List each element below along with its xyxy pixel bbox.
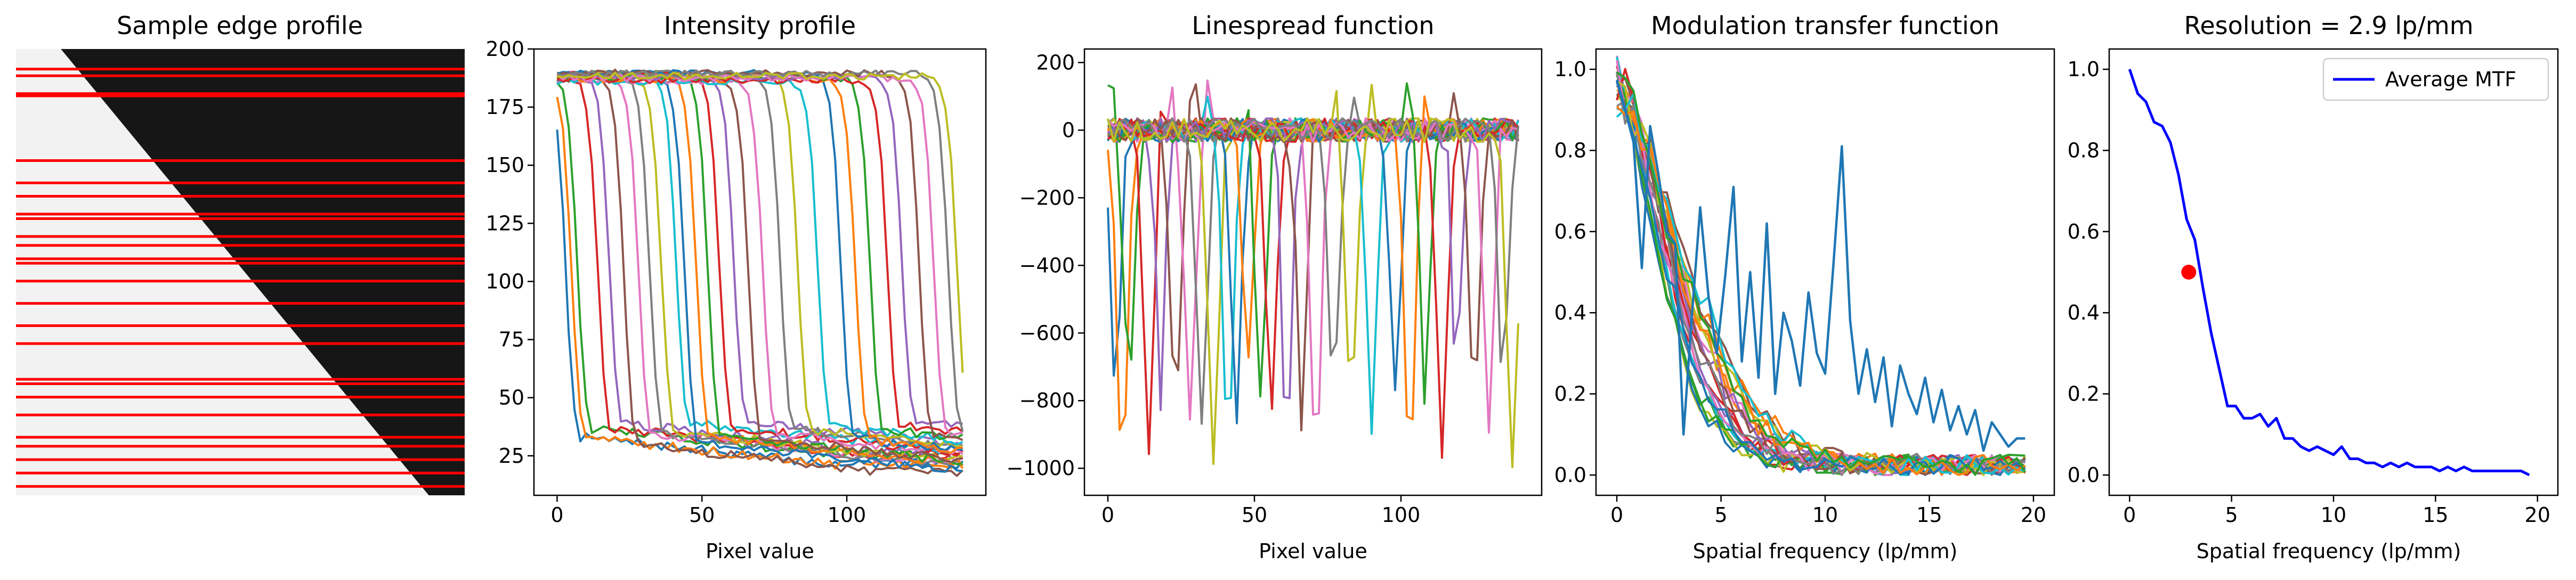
mtf-x-tick-label: 5 xyxy=(1714,503,1727,527)
intensity-x-tick-label: 50 xyxy=(689,503,715,527)
linespread-series-line xyxy=(1107,117,1519,468)
intensity-series-line xyxy=(557,71,964,373)
linespread-y-tick-label: 0 xyxy=(1062,118,1075,142)
linespread-function-title: Linespread function xyxy=(1192,11,1434,40)
linespread-y-tick-label: −1000 xyxy=(1006,456,1075,480)
linespread-axes-frame xyxy=(1083,48,1543,496)
linespread-function-xlabel: Pixel value xyxy=(1259,540,1367,563)
resolution-panel: Resolution = 2.9 lp/mm Spatial frequency… xyxy=(2068,11,2559,563)
legend-box xyxy=(2322,58,2549,101)
linespread-x-tick-label: 0 xyxy=(1101,503,1114,527)
average-mtf-line xyxy=(2128,69,2530,477)
intensity-series-line xyxy=(556,69,964,432)
average-mtf-y-tick-label: 1.0 xyxy=(2068,58,2100,81)
average-mtf-x-tick-label: 5 xyxy=(2225,503,2238,527)
mtf-y-tick-label: 0.0 xyxy=(1554,463,1586,487)
linespread-y-tick-label: −400 xyxy=(1019,254,1075,277)
intensity-y-tick-label: 25 xyxy=(499,444,524,468)
legend-label: Average MTF xyxy=(2385,68,2516,91)
mtf-series-line xyxy=(1616,93,2026,476)
intensity-y-tick-label: 125 xyxy=(485,211,524,235)
resolution-xlabel: Spatial frequency (lp/mm) xyxy=(2197,540,2461,563)
mtf-series-line xyxy=(1616,79,2026,476)
linespread-x-tick-label: 100 xyxy=(1382,503,1421,527)
sample-edge-profile-panel: Sample edge profile xyxy=(16,11,465,495)
mtf-x-tick-label: 20 xyxy=(2021,503,2046,527)
average-mtf-axes-frame xyxy=(2108,48,2559,496)
intensity-y-tick-label: 150 xyxy=(485,153,524,177)
linespread-y-tick-label: 200 xyxy=(1036,51,1075,74)
intensity-x-tick-label: 0 xyxy=(550,503,563,527)
linespread-y-tick-label: −800 xyxy=(1019,389,1075,412)
mtf-series-line xyxy=(1616,71,2027,476)
average-mtf-y-tick-label: 0.2 xyxy=(2068,382,2100,406)
mtf-y-tick-label: 0.6 xyxy=(1554,220,1586,243)
resolution-point-marker xyxy=(2181,265,2197,280)
linespread-y-tick-label: −600 xyxy=(1019,321,1075,345)
average-mtf-x-tick-label: 15 xyxy=(2423,503,2448,527)
intensity-y-tick-label: 50 xyxy=(499,386,524,410)
mtf-x-tick-label: 0 xyxy=(1610,503,1623,527)
mtf-series-line xyxy=(1616,80,2026,476)
mtf-x-tick-label: 10 xyxy=(1812,503,1838,527)
linespread-series-line xyxy=(1107,117,1519,363)
sample-edge-profile-title: Sample edge profile xyxy=(117,11,363,40)
mtf-xlabel: Spatial frequency (lp/mm) xyxy=(1693,540,1958,563)
average-mtf-y-tick-label: 0.6 xyxy=(2068,220,2100,243)
intensity-profile-title: Intensity profile xyxy=(664,11,856,40)
intensity-y-tick-label: 100 xyxy=(485,269,524,293)
mtf-series-line xyxy=(1616,68,2026,474)
mtf-panel: Modulation transfer function Spatial fre… xyxy=(1554,11,2055,563)
intensity-profile-panel: Intensity profile Pixel value 0 50 100 25 50… xyxy=(485,11,987,563)
linespread-x-tick-label: 50 xyxy=(1242,503,1267,527)
mtf-x-tick-label: 15 xyxy=(1916,503,1942,527)
intensity-series-line xyxy=(556,73,963,428)
average-mtf-x-tick-label: 20 xyxy=(2525,503,2550,527)
average-mtf-x-tick-label: 0 xyxy=(2123,503,2136,527)
intensity-profile-xlabel: Pixel value xyxy=(706,540,814,563)
clip2-group xyxy=(1107,79,1519,468)
clip1-group xyxy=(556,68,964,477)
intensity-y-tick-label: 175 xyxy=(485,95,524,119)
mtf-y-tick-label: 0.2 xyxy=(1554,382,1586,406)
average-mtf-x-tick-label: 10 xyxy=(2321,503,2346,527)
average-mtf-y-tick-label: 0.4 xyxy=(2068,301,2100,324)
average-mtf-y-tick-label: 0.0 xyxy=(2068,463,2100,487)
mtf-y-tick-label: 1.0 xyxy=(1554,58,1586,81)
intensity-y-tick-label: 75 xyxy=(499,328,524,352)
mtf-noisy-series-line xyxy=(1615,81,2026,452)
linespread-function-panel: Linespread function Pixel value 0 50 100 20… xyxy=(1006,11,1543,563)
average-mtf-y-tick-label: 0.8 xyxy=(2068,138,2100,162)
clip3-group xyxy=(1615,55,2027,476)
linespread-y-tick-label: −200 xyxy=(1019,186,1075,209)
mtf-title: Modulation transfer function xyxy=(1651,11,1999,40)
intensity-x-tick-label: 100 xyxy=(828,503,866,527)
mtf-y-tick-label: 0.8 xyxy=(1554,138,1586,162)
intensity-y-tick-label: 200 xyxy=(485,37,524,61)
resolution-title: Resolution = 2.9 lp/mm xyxy=(2184,11,2473,40)
mtf-y-tick-label: 0.4 xyxy=(1554,301,1586,324)
intensity-axes-frame xyxy=(533,48,987,496)
intensity-series-line xyxy=(557,70,963,477)
mtf-axes-frame xyxy=(1595,48,2055,496)
